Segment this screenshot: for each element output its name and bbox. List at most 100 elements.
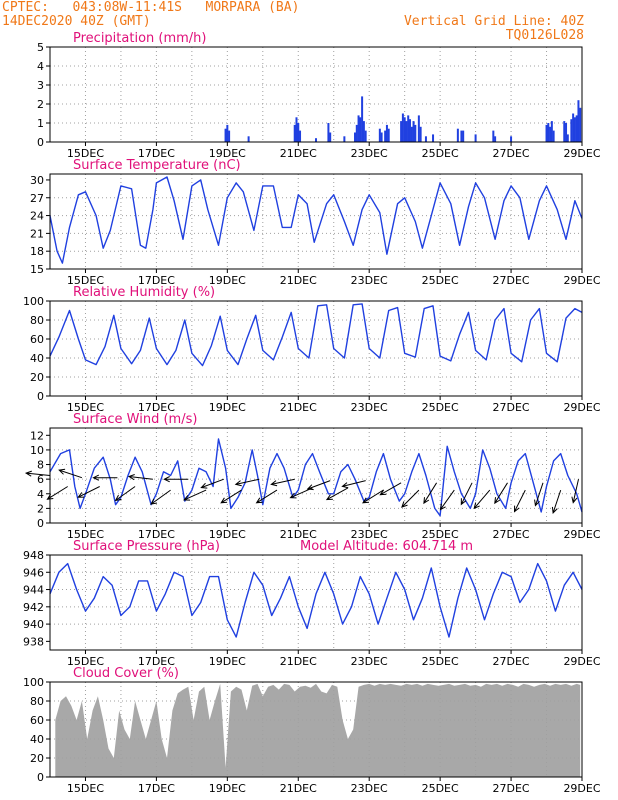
precip-bar [547,123,550,142]
wind-vector-arrow [571,479,579,504]
precip-xtick-label: 25DEC [422,147,459,160]
wind-vector-arrow [24,470,51,477]
precip-bar [474,134,477,142]
cloud-xtick-label: 23DEC [351,782,388,795]
wind-vector-arrow [270,478,295,487]
precip-bar [224,128,227,142]
temp-ytick-label: 18 [30,245,44,258]
pres-ytick-label: 940 [23,618,44,631]
rh-xtick-label: 23DEC [351,401,388,414]
precip-bar [573,117,576,142]
rh-xtick-label: 21DEC [280,401,317,414]
precip-bar [460,130,463,142]
precip-bar [412,121,415,142]
precip-bar [362,121,365,142]
wind-xtick-label: 25DEC [422,528,459,541]
temp-ytick-label: 27 [30,192,44,205]
precip-bar [545,124,548,142]
wind-vector-arrow [183,489,207,501]
precip-bar [570,119,573,142]
precip-bar [552,130,555,142]
wind-vector-arrow [423,482,438,505]
precip-bar [380,132,383,142]
cloud-ytick-label: 60 [30,714,44,727]
temp-ytick-label: 24 [30,210,44,223]
temp-xtick-label: 27DEC [493,274,530,287]
pres-xtick-label: 27DEC [493,655,530,668]
precip-bar [357,115,360,142]
wind-vector-arrow [325,487,349,501]
temp-xtick-label: 15DEC [67,274,104,287]
precip-bar [549,126,552,142]
header-model-code: TQ0126L028 [505,28,584,43]
wind-frame [49,427,583,524]
wind-vector-arrow [163,476,189,483]
rh-title: Relative Humidity (%) [73,285,215,300]
rh-ytick-label: 100 [23,295,44,308]
wind-series-line [49,438,583,517]
pres-series-line [49,562,583,638]
precip-bar [424,136,427,142]
header-station: CPTEC: 043:08W-11:41S MORPARA (BA) [2,0,300,15]
wind-vector-arrow [255,489,278,504]
pres-xtick-label: 19DEC [209,655,246,668]
precip-bar [572,113,575,142]
precip-ytick-label: 1 [37,117,44,130]
precip-frame [49,46,583,143]
temp-ytick-label: 21 [30,227,44,240]
rh-xtick-label: 17DEC [138,401,175,414]
temp-xtick-label: 17DEC [138,274,175,287]
wind-ytick-label: 12 [30,429,44,442]
pres-frame [49,554,583,651]
wind-vector-arrow [379,482,402,496]
rh-xtick-label: 29DEC [563,401,600,414]
wind-vector-arrow [341,480,366,489]
wind-vector-arrow [234,478,260,487]
header-datetime: 14DEC2020 40Z (GMT) [2,14,151,29]
precip-title: Precipitation (mm/h) [73,31,206,46]
cloud-ytick-label: 100 [23,676,44,689]
precip-bar [354,132,357,142]
wind-vector-arrow [534,482,544,507]
precip-bar [293,124,296,142]
pres-xtick-label: 15DEC [67,655,104,668]
wind-ytick-label: 10 [30,444,44,457]
wind-title: Surface Wind (m/s) [73,412,197,427]
wind-vector-arrow [494,482,508,505]
wind-vector-arrow [362,489,384,504]
wind-vector-arrow [473,489,491,510]
precip-bar [226,124,229,142]
wind-vector-arrow [401,489,420,508]
precip-bar [414,124,417,142]
precip-bar [361,96,364,142]
rh-ytick-label: 0 [37,390,44,403]
cloud-xtick-label: 27DEC [493,782,530,795]
precip-bar [565,123,568,142]
precip-bar [510,136,513,142]
precip-bar [494,136,497,142]
wind-xtick-label: 19DEC [209,528,246,541]
pres-xtick-label: 17DEC [138,655,175,668]
precip-ytick-label: 5 [37,41,44,54]
precip-bar [387,128,390,142]
wind-vector-arrow [92,474,118,481]
cloud-xtick-label: 17DEC [138,782,175,795]
wind-ytick-label: 0 [37,517,44,530]
precip-bar [355,124,358,142]
precip-bar [378,128,381,142]
precip-bar [299,130,302,142]
precip-bar [575,115,578,142]
precip-bar [384,130,387,142]
cloud-xtick-label: 15DEC [67,782,104,795]
pres-xtick-label: 29DEC [563,655,600,668]
pres-ytick-label: 938 [23,635,44,648]
wind-ytick-label: 6 [37,473,44,486]
wind-ytick-label: 2 [37,502,44,515]
precip-bar [295,117,298,142]
wind-xtick-label: 29DEC [563,528,600,541]
cloud-ytick-label: 0 [37,771,44,784]
precip-bar [566,134,569,142]
precip-xtick-label: 17DEC [138,147,175,160]
pres-xtick-label: 23DEC [351,655,388,668]
precip-xtick-label: 23DEC [351,147,388,160]
